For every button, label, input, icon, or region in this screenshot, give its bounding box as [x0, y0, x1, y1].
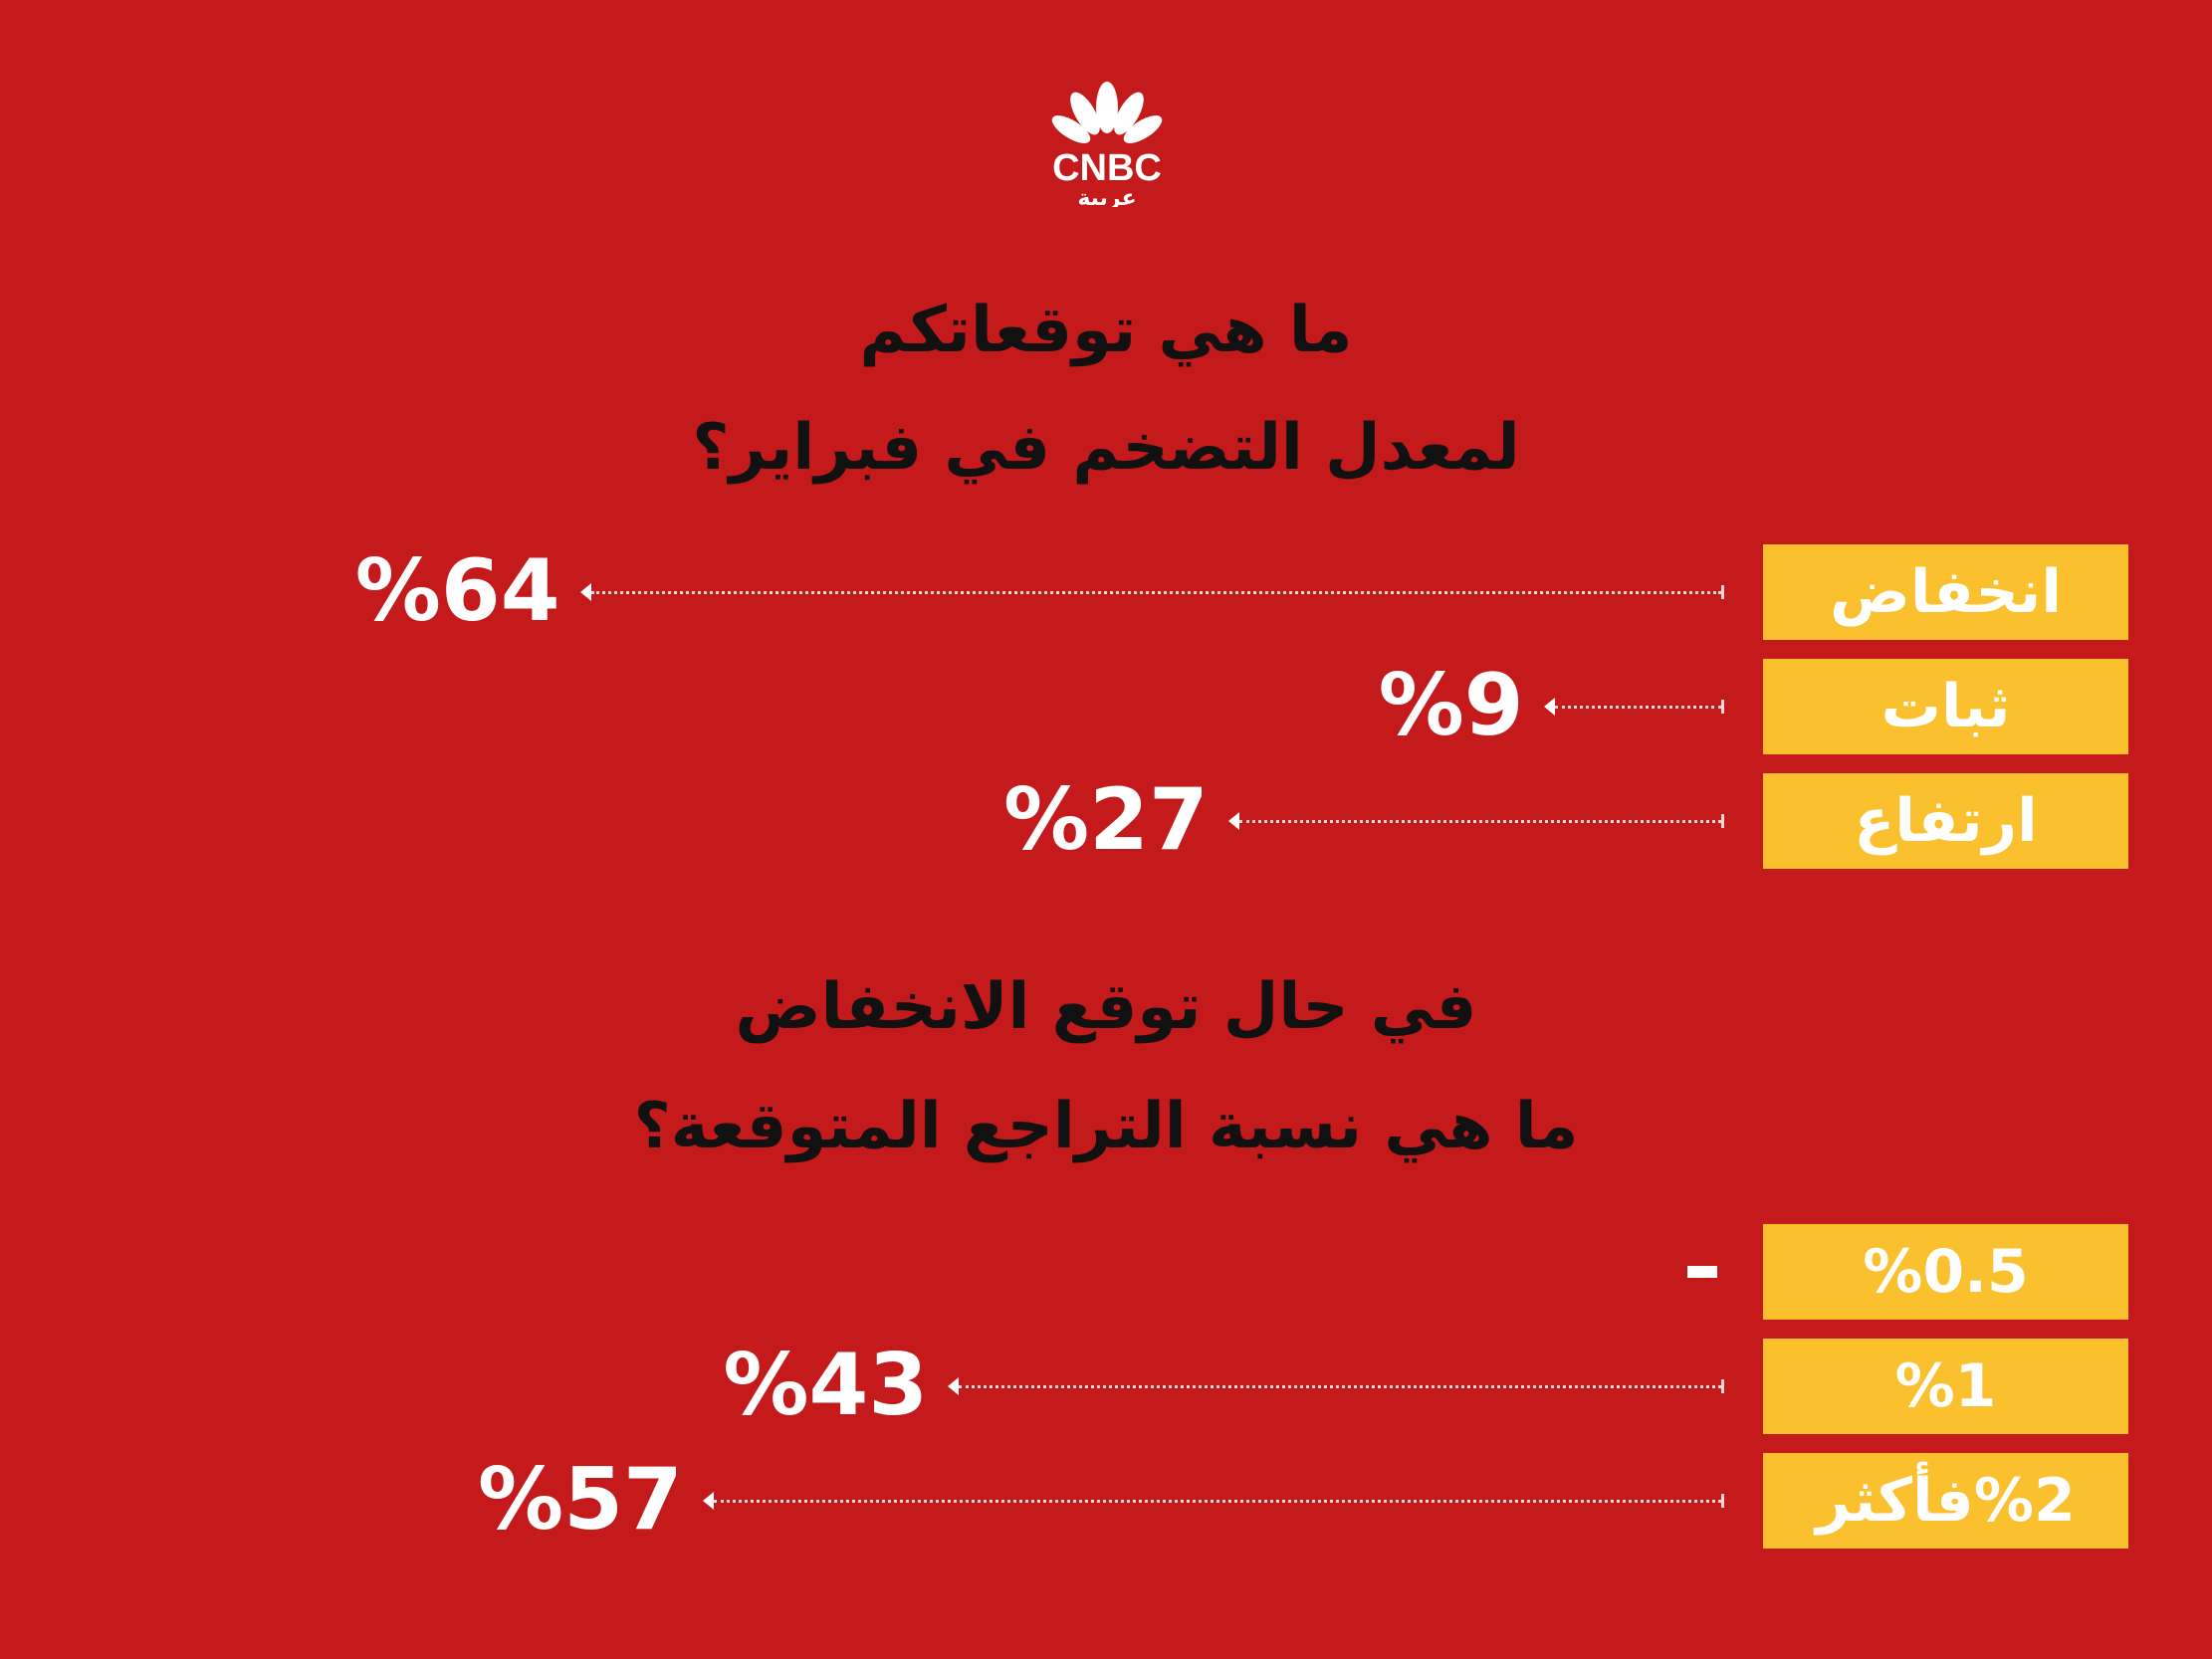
bar-arrow-head — [948, 1377, 960, 1395]
bar-end-tick — [1721, 1379, 1724, 1393]
bar-dotted-line — [713, 1500, 1721, 1503]
no-value-dash — [1687, 1266, 1717, 1278]
bar-end-tick — [1721, 585, 1724, 599]
cnbc-logo: CNBC عربية — [1051, 82, 1163, 207]
bar-arrow-head — [702, 1492, 714, 1510]
value-label: %64 — [354, 541, 560, 641]
bar-dotted-line — [1238, 820, 1721, 823]
bar-arrow-head — [579, 583, 591, 601]
value-label: %9 — [1378, 656, 1524, 755]
question-2-line-2: ما هي نسبة التراجع المتوقعة؟ — [633, 1090, 1579, 1163]
category-box: %0.5 — [1763, 1224, 2128, 1320]
category-box: %1 — [1763, 1339, 2128, 1434]
bar-end-tick — [1721, 700, 1724, 714]
bar-dotted-line — [1554, 706, 1721, 709]
bar-dotted-line — [959, 1385, 1721, 1388]
value-label: %57 — [477, 1450, 683, 1550]
svg-text:عربية: عربية — [1077, 186, 1136, 207]
bar-arrow-head — [1227, 812, 1239, 830]
svg-text:CNBC: CNBC — [1052, 147, 1162, 189]
value-label: %27 — [1002, 770, 1209, 870]
bar-dotted-line — [590, 591, 1721, 594]
question-2-line-1: في حال توقع الانخفاض — [735, 970, 1477, 1044]
category-box: %2فأكثر — [1763, 1453, 2128, 1549]
category-box: انخفاض — [1763, 544, 2128, 640]
question-1-line-1: ما هي توقعاتكم — [859, 294, 1353, 367]
category-box: ارتفاع — [1763, 773, 2128, 869]
bar-end-tick — [1721, 814, 1724, 828]
value-label: %43 — [723, 1336, 929, 1435]
bar-end-tick — [1721, 1494, 1724, 1508]
category-box: ثبات — [1763, 659, 2128, 754]
bar-arrow-head — [1543, 698, 1555, 716]
question-1-line-2: لمعدل التضخم في فبراير؟ — [692, 411, 1520, 485]
